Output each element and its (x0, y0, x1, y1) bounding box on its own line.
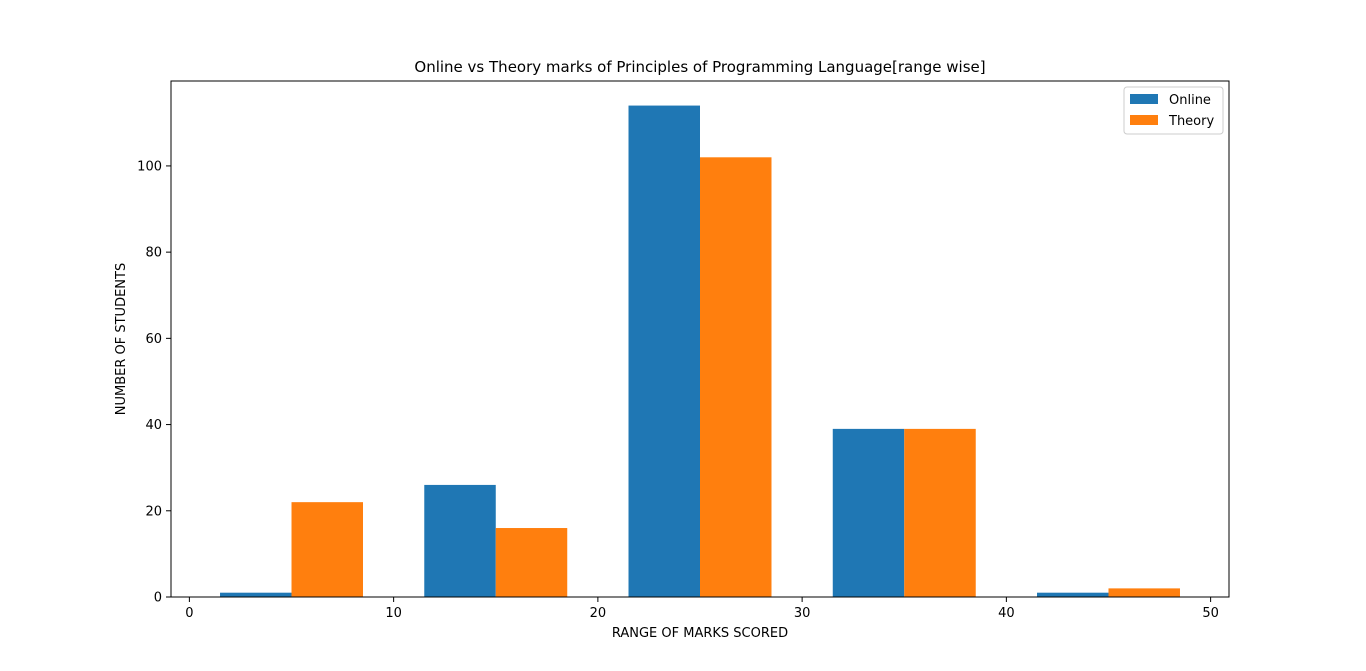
x-tick-label: 0 (185, 606, 193, 621)
bar-theory-1 (495, 528, 568, 597)
x-tick-label: 10 (385, 606, 402, 621)
bar-theory-3 (904, 428, 976, 597)
x-tick-label: 20 (590, 606, 607, 621)
y-tick-label: 0 (154, 591, 162, 606)
x-axis-label: RANGE OF MARKS SCORED (612, 626, 788, 641)
y-tick-label: 40 (145, 418, 162, 433)
bar-online-2 (628, 105, 700, 597)
x-tick-label: 40 (998, 606, 1015, 621)
y-tick-label: 100 (137, 159, 162, 174)
y-tick-label: 80 (145, 246, 162, 261)
bar-online-0 (220, 592, 292, 597)
bar-theory-4 (1108, 588, 1180, 597)
legend-label-theory: Theory (1168, 114, 1214, 129)
x-tick-label: 30 (794, 606, 811, 621)
y-axis-ticks: 0 20 40 60 80 100 (137, 159, 171, 606)
bar-theory-2 (700, 157, 772, 598)
y-axis-label: NUMBER OF STUDENTS (114, 263, 129, 415)
bar-theory-0 (291, 502, 363, 597)
legend-swatch-theory (1130, 115, 1158, 125)
y-tick-label: 60 (145, 332, 162, 347)
bars-group (220, 105, 1180, 598)
legend-label-online: Online (1169, 93, 1211, 108)
legend: Online Theory (1123, 86, 1224, 135)
bar-online-4 (1037, 592, 1109, 597)
x-tick-label: 50 (1202, 606, 1219, 621)
plot-frame (170, 80, 1230, 598)
x-axis-ticks: 0 10 20 30 40 50 (185, 597, 1219, 621)
bar-online-1 (424, 484, 496, 597)
chart-title: Online vs Theory marks of Principles of … (414, 58, 985, 76)
legend-swatch-online (1130, 94, 1158, 104)
bar-online-3 (832, 428, 905, 597)
y-tick-label: 20 (145, 504, 162, 519)
